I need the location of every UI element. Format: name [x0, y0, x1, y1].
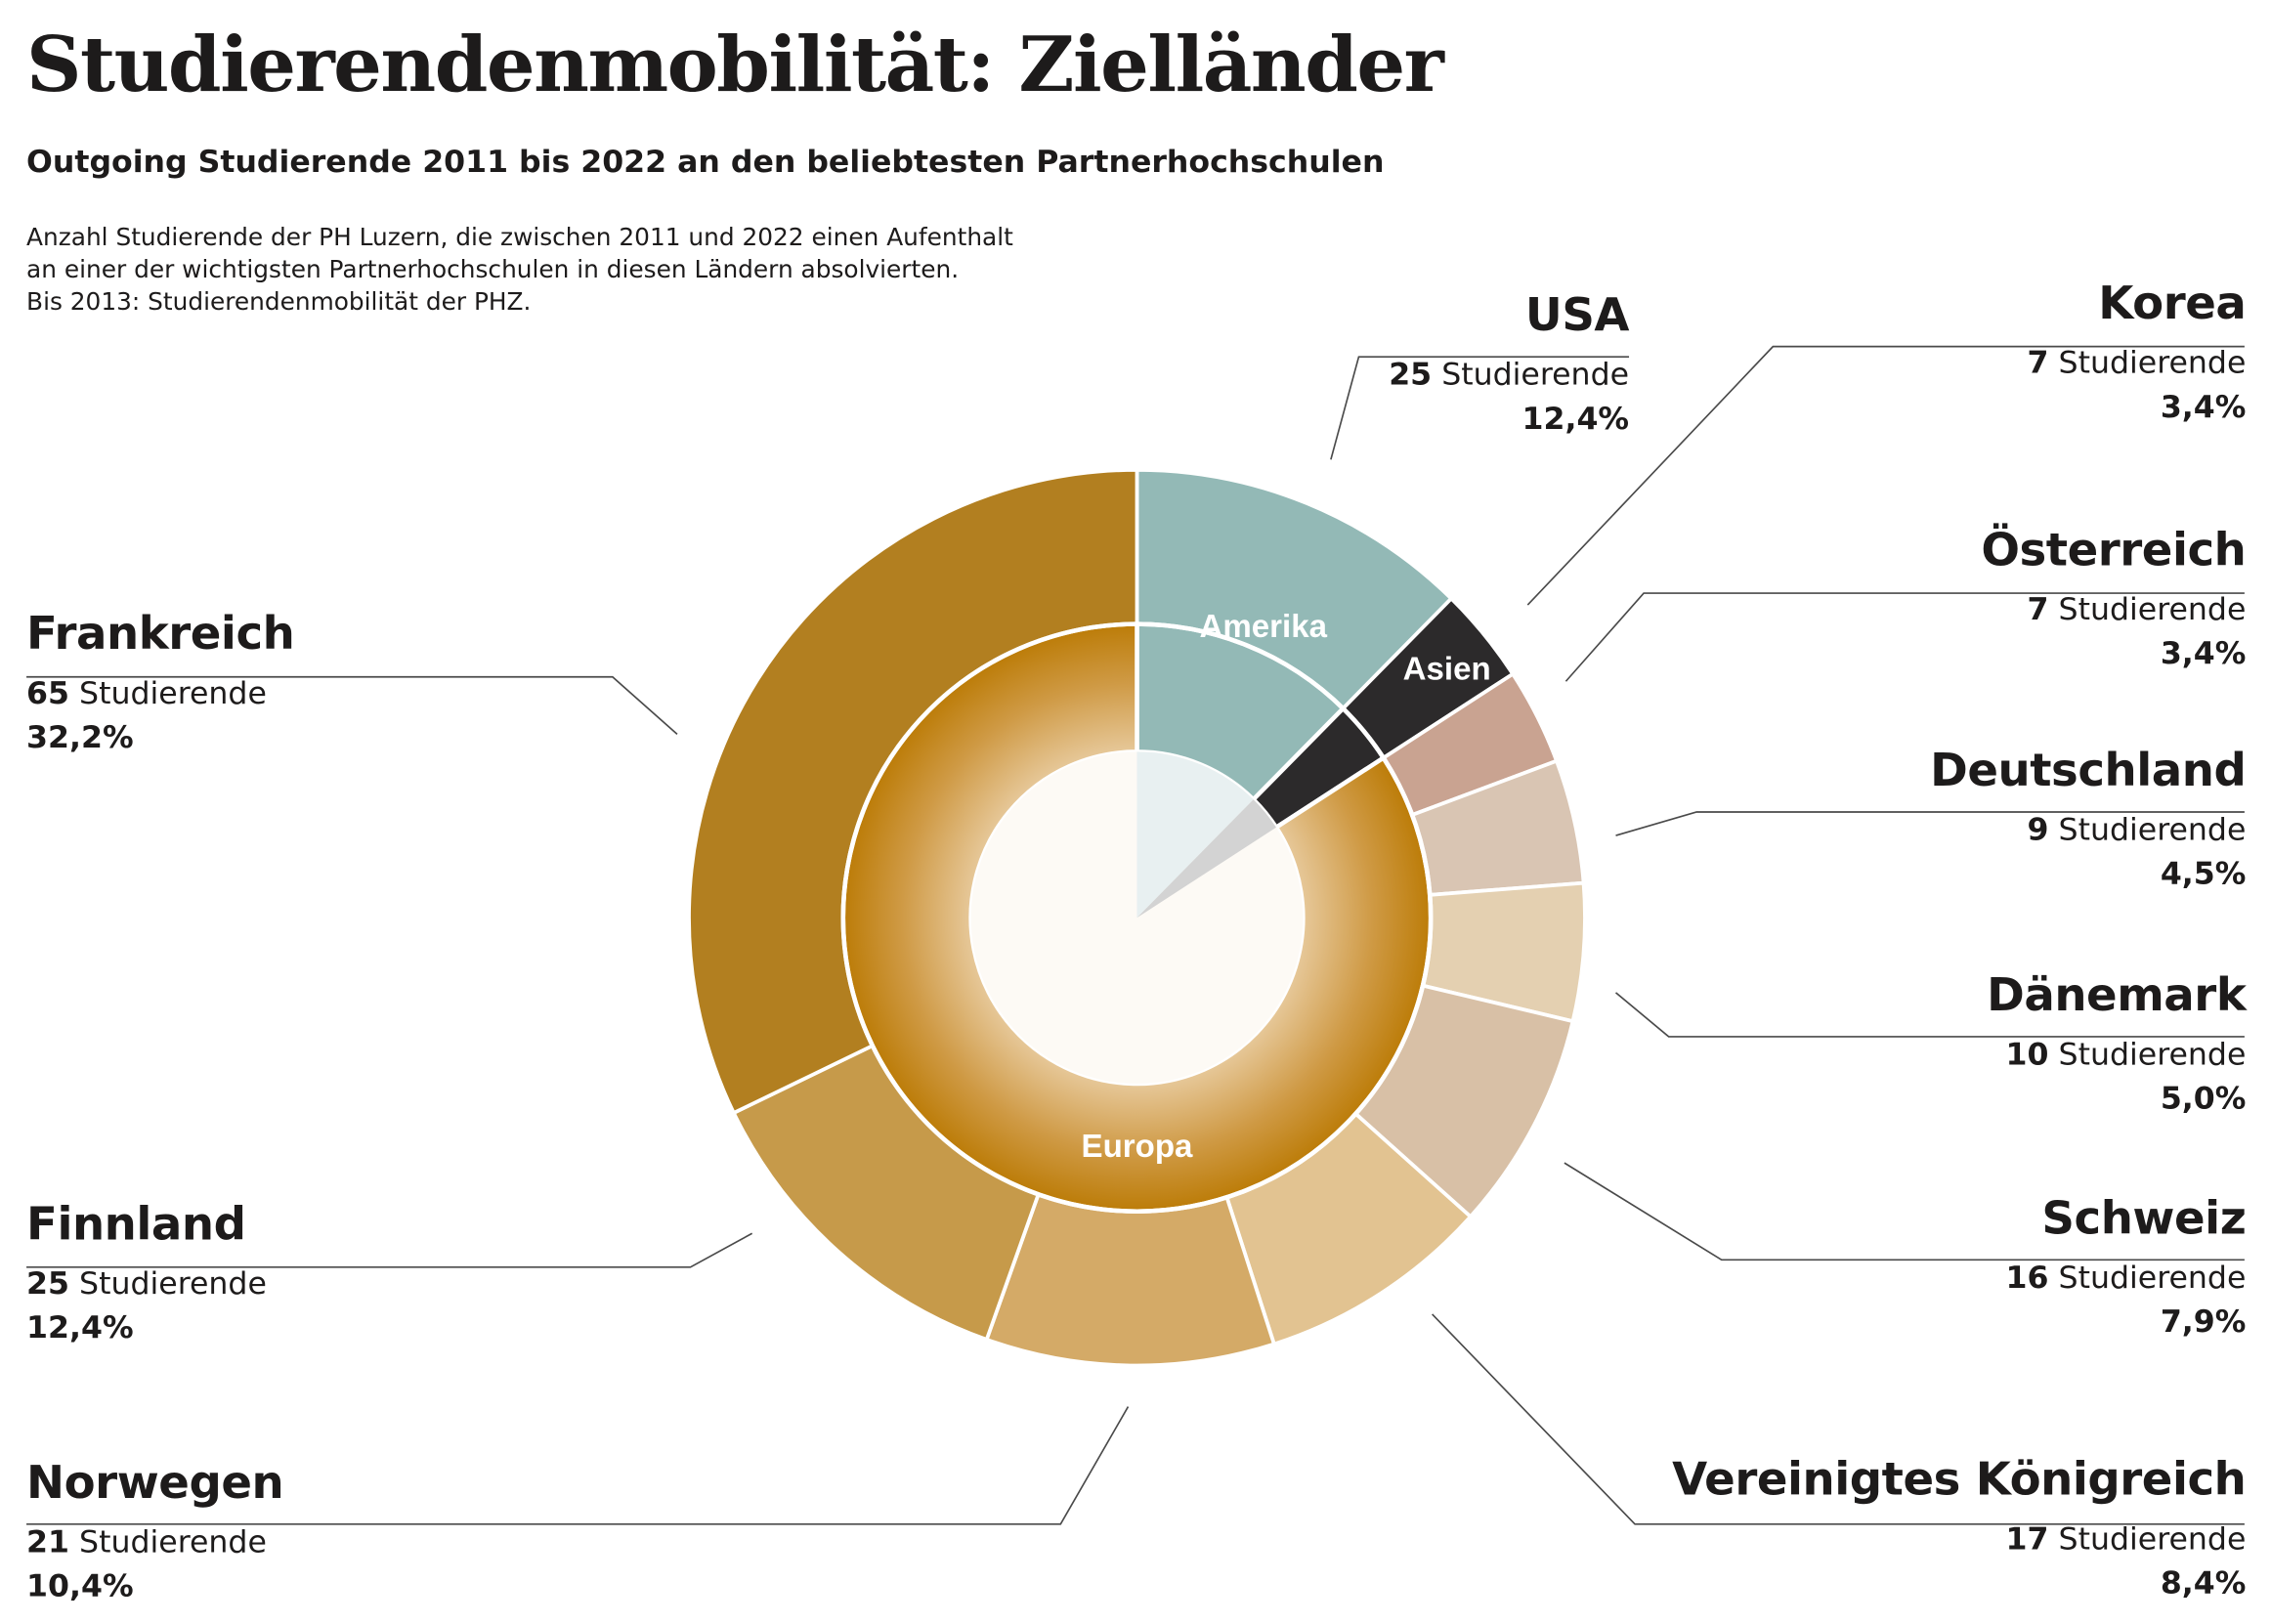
student-count-value: 65	[26, 675, 70, 711]
country-label-daenemark: Dänemark 10 Studierende 5,0%	[1987, 966, 2247, 1121]
student-count-unit: Studierende	[2058, 1260, 2247, 1296]
student-count-value: 25	[26, 1265, 70, 1302]
student-percent: 12,4%	[26, 1309, 134, 1346]
student-count: 25 Studierende	[1389, 353, 1629, 397]
student-count: 7 Studierende	[1981, 587, 2247, 631]
country-label-schweiz: Schweiz 16 Studierende 7,9%	[2006, 1189, 2247, 1344]
student-count-value: 9	[2027, 811, 2049, 848]
leader-line-korea	[1526, 345, 2245, 606]
region-labels: Amerika Asien Europa	[1082, 609, 1491, 1165]
student-percent: 10,4%	[26, 1567, 134, 1603]
country-name: Österreich	[1981, 524, 2247, 577]
student-count-unit: Studierende	[1441, 357, 1630, 393]
country-label-finnland: Finnland 25 Studierende 12,4%	[26, 1195, 267, 1349]
country-name: Korea	[2098, 278, 2247, 331]
student-count-value: 10	[2005, 1036, 2049, 1072]
student-percent: 32,2%	[26, 719, 134, 755]
page-title: Studierendenmobilität: Zielländer	[26, 21, 1444, 110]
country-name: Schweiz	[2041, 1192, 2247, 1246]
student-percent: 8,4%	[2160, 1564, 2247, 1601]
country-name: Finnland	[26, 1198, 246, 1252]
student-count: 7 Studierende	[2028, 341, 2247, 385]
student-count: 65 Studierende	[26, 671, 294, 715]
student-count: 9 Studierende	[1930, 807, 2247, 851]
country-label-vereinigtes-koenigreich: Vereinigtes Königreich 17 Studierende 8,4%	[1672, 1451, 2247, 1605]
region-label-asien: Asien	[1403, 651, 1491, 687]
center-sector-asien	[1136, 799, 1276, 919]
note-line: an einer der wichtigsten Partnerhochschu…	[26, 255, 960, 284]
student-count: 16 Studierende	[2006, 1256, 2247, 1300]
leader-line-frankreich	[26, 675, 678, 735]
leader-line-schweiz	[1564, 1162, 2245, 1261]
student-percent: 4,5%	[2160, 856, 2247, 892]
country-name: Norwegen	[26, 1456, 284, 1510]
student-count: 17 Studierende	[1672, 1517, 2247, 1560]
student-count-unit: Studierende	[2058, 1520, 2247, 1557]
region-label-europa: Europa	[1082, 1129, 1193, 1165]
student-percent: 7,9%	[2160, 1303, 2247, 1340]
student-count-value: 25	[1389, 357, 1433, 393]
explanatory-note: Anzahl Studierende der PH Luzern, die zw…	[26, 222, 1013, 319]
student-count-unit: Studierende	[2058, 1036, 2247, 1072]
country-name: USA	[1524, 289, 1630, 343]
student-count: 21 Studierende	[26, 1519, 283, 1563]
country-name: Frankreich	[26, 608, 295, 662]
student-count-unit: Studierende	[2058, 811, 2247, 848]
country-label-frankreich: Frankreich 65 Studierende 32,2%	[26, 605, 295, 759]
student-count-unit: Studierende	[79, 1523, 267, 1560]
center-sector-amerika	[1136, 751, 1254, 919]
student-count-unit: Studierende	[79, 675, 267, 711]
page-subtitle: Outgoing Studierende 2011 bis 2022 an de…	[26, 144, 1385, 180]
leader-line-norwegen	[26, 1406, 1130, 1525]
leader-line-daenemark	[1614, 992, 2245, 1038]
country-label-korea: Korea 7 Studierende 3,4%	[2028, 275, 2247, 429]
ring-divider	[840, 621, 1434, 1214]
student-count-value: 16	[2005, 1260, 2049, 1296]
student-count-value: 7	[2027, 345, 2049, 381]
note-line: Anzahl Studierende der PH Luzern, die zw…	[26, 223, 1013, 251]
student-count-value: 21	[26, 1523, 70, 1560]
student-percent: 5,0%	[2160, 1080, 2247, 1117]
country-label-usa: USA 25 Studierende 12,4%	[1389, 286, 1629, 441]
student-count-value: 17	[2005, 1520, 2049, 1557]
student-count-unit: Studierende	[2058, 345, 2247, 381]
country-label-deutschland: Deutschland 9 Studierende 4,5%	[1930, 742, 2247, 896]
leader-line-vereinigtes-koenigreich	[1432, 1313, 2245, 1525]
region-ring	[840, 621, 1434, 1214]
country-name: Dänemark	[1987, 968, 2247, 1022]
student-count-value: 7	[2027, 591, 2049, 627]
student-percent: 3,4%	[2160, 389, 2247, 425]
leader-line-oesterreich	[1564, 592, 2245, 682]
student-count: 10 Studierende	[1987, 1032, 2247, 1076]
student-percent: 3,4%	[2160, 635, 2247, 671]
leader-lines	[26, 345, 2245, 1525]
student-count-unit: Studierende	[79, 1265, 267, 1302]
country-name: Vereinigtes Königreich	[1672, 1453, 2247, 1507]
leader-line-usa	[1330, 356, 1630, 460]
student-count-unit: Studierende	[2058, 591, 2247, 627]
country-name: Deutschland	[1930, 744, 2247, 797]
country-label-oesterreich: Österreich 7 Studierende 3,4%	[1981, 521, 2247, 675]
country-label-norwegen: Norwegen 21 Studierende 10,4%	[26, 1454, 284, 1608]
leader-line-deutschland	[1615, 811, 2245, 836]
student-percent: 12,4%	[1521, 401, 1630, 437]
note-line: Bis 2013: Studierendenmobilität der PHZ.	[26, 287, 532, 317]
region-label-amerika: Amerika	[1200, 609, 1328, 645]
student-count: 25 Studierende	[26, 1261, 267, 1305]
leader-line-finnland	[26, 1232, 753, 1268]
